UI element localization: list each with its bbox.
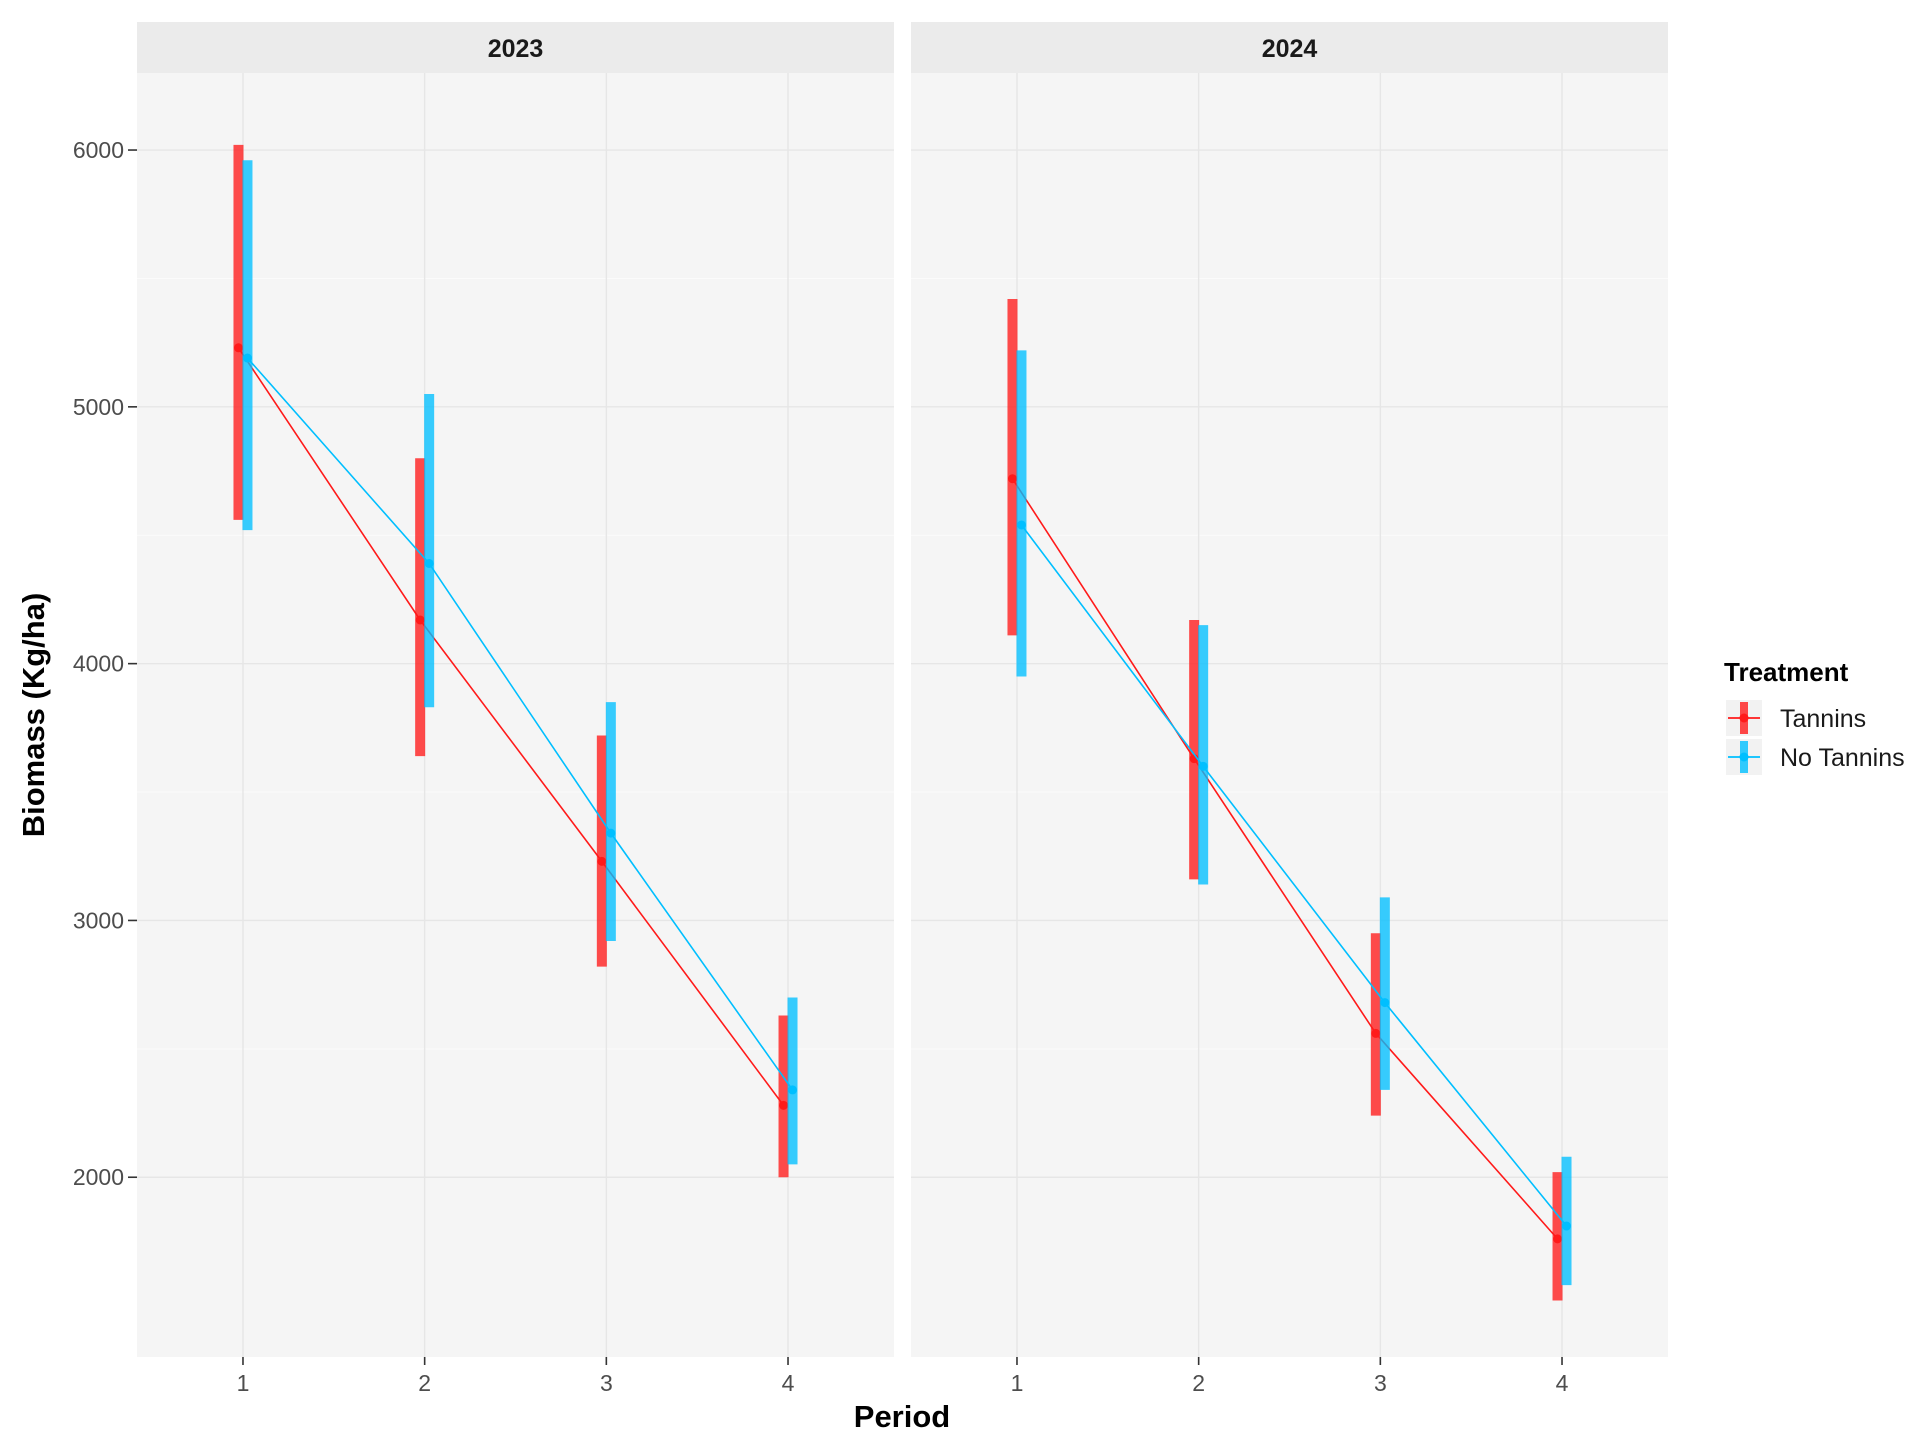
x-axis-title: Period — [854, 1399, 950, 1434]
panel-2024: 2024 1 2 3 4 — [911, 22, 1668, 1396]
x-tick-label: 4 — [1556, 1370, 1569, 1396]
facet-panels: 2023 1 2 3 4 2024 1 2 3 4 — [137, 22, 1668, 1396]
data-point — [1380, 998, 1390, 1008]
data-point — [779, 1100, 789, 1110]
data-point — [424, 558, 434, 568]
x-tick-label: 2 — [1192, 1370, 1205, 1396]
panel-2023: 2023 1 2 3 4 — [137, 22, 894, 1396]
data-point — [233, 343, 243, 353]
panel-background — [911, 73, 1668, 1357]
legend: Treatment Tannins No Tannins — [1724, 657, 1905, 775]
legend-item-no-tannins: No Tannins — [1726, 739, 1905, 775]
panel-background — [137, 73, 894, 1357]
data-point — [788, 1085, 798, 1095]
data-point — [415, 615, 425, 625]
data-point — [1007, 474, 1017, 484]
y-axis: 2000 3000 4000 5000 6000 — [73, 137, 137, 1190]
series-line — [246, 357, 794, 1091]
data-point — [597, 856, 607, 866]
legend-key-point — [1739, 713, 1749, 723]
y-tick-label: 3000 — [73, 907, 124, 933]
y-tick-label: 6000 — [73, 137, 124, 163]
y-tick-label: 2000 — [73, 1164, 124, 1190]
legend-item-tannins: Tannins — [1726, 700, 1866, 736]
facet-strip-label: 2023 — [488, 35, 544, 63]
data-point — [1553, 1234, 1563, 1244]
y-tick-label: 4000 — [73, 651, 124, 677]
data-point — [1371, 1028, 1381, 1038]
x-tick-label: 1 — [1011, 1370, 1024, 1396]
y-tick-label: 5000 — [73, 394, 124, 420]
legend-label: Tannins — [1780, 705, 1866, 733]
legend-title: Treatment — [1724, 657, 1849, 687]
x-tick-label: 2 — [418, 1370, 431, 1396]
series-no-tannins — [242, 160, 798, 1165]
facet-strip — [137, 22, 894, 73]
series-line — [1020, 524, 1568, 1227]
x-tick-label: 4 — [782, 1370, 795, 1396]
series-tannins — [233, 144, 789, 1178]
data-point — [1016, 520, 1026, 530]
data-point — [1198, 761, 1208, 771]
series-no-tannins — [1016, 350, 1572, 1286]
facet-strip — [911, 22, 1668, 73]
legend-key-point — [1739, 752, 1749, 762]
data-point — [242, 353, 252, 363]
series-line — [1011, 478, 1559, 1240]
data-point — [1562, 1221, 1572, 1231]
legend-label: No Tannins — [1780, 744, 1905, 772]
data-point — [606, 828, 616, 838]
x-tick-label: 3 — [1374, 1370, 1387, 1396]
y-axis-title: Biomass (Kg/ha) — [16, 593, 51, 838]
facet-strip-label: 2024 — [1262, 35, 1318, 63]
series-line — [237, 347, 785, 1106]
x-tick-label: 3 — [600, 1370, 613, 1396]
series-tannins — [1007, 298, 1563, 1301]
x-tick-label: 1 — [237, 1370, 250, 1396]
